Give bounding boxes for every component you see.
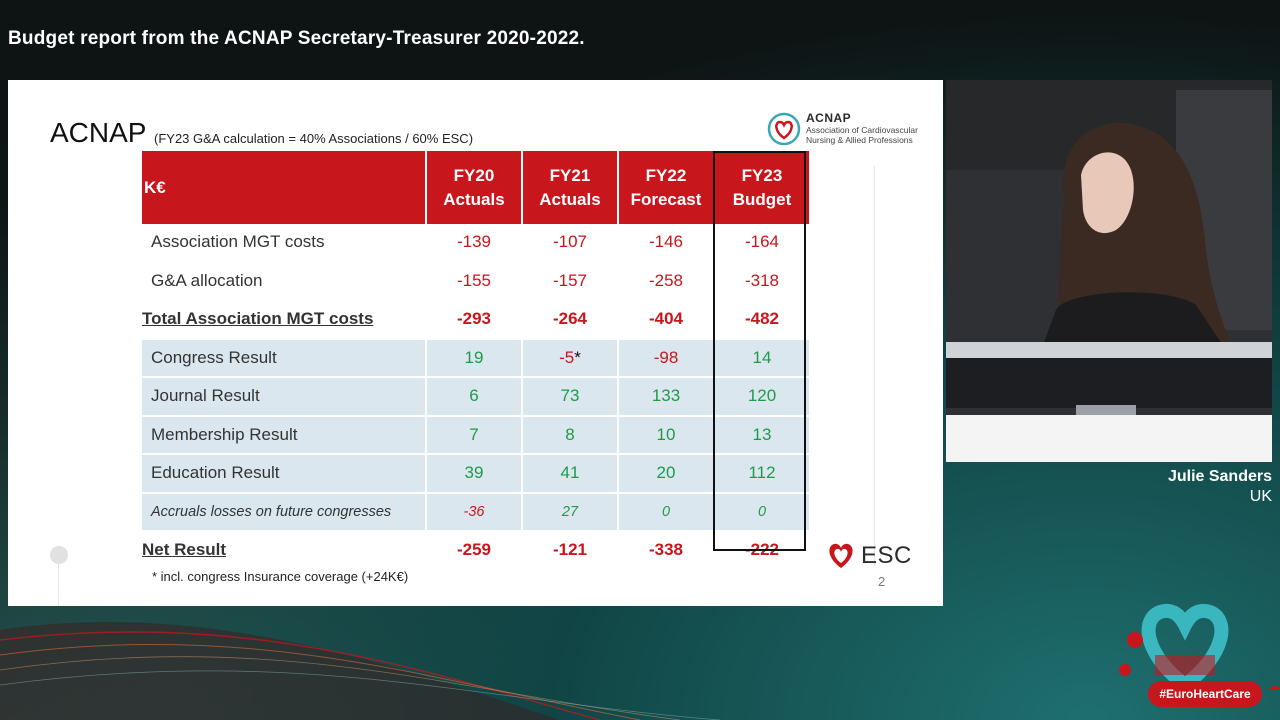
acnap-logo: ACNAP Association of Cardiovascular Nurs… xyxy=(764,110,944,150)
table-header-row: K€ FY20 Actuals FY21 Actuals FY22 Forecast … xyxy=(142,151,811,224)
speaker-video xyxy=(946,80,1272,462)
column-header-fy20: FY20 Actuals xyxy=(426,151,523,224)
acnap-logo-name: ACNAP xyxy=(806,111,852,125)
esc-logo-text: ESC xyxy=(861,542,912,569)
speaker-country: UK xyxy=(1249,488,1272,505)
acnap-heart-icon xyxy=(767,112,801,146)
column-header-fy23: FY23 Budget xyxy=(714,151,811,224)
headline: Budget report from the ACNAP Secretary-T… xyxy=(8,28,585,49)
table-row: Association MGT costs -139 -107 -146 -16… xyxy=(142,224,811,263)
column-header-fy22: FY22 Forecast xyxy=(618,151,715,224)
euroheartcare-heart-graphic xyxy=(1119,603,1280,690)
acnap-logo-tagline-1: Association of Cardiovascular xyxy=(806,125,918,135)
slide-footnote: * incl. congress Insurance coverage (+24… xyxy=(152,569,409,584)
table-row: Journal Result 6 73 133 120 xyxy=(142,377,811,417)
slide-decoration-dot xyxy=(50,546,68,564)
decorative-waves xyxy=(0,622,721,720)
slide-subtitle: (FY23 G&A calculation = 40% Associations… xyxy=(154,131,474,146)
table-row: Membership Result 7 8 10 13 xyxy=(142,415,811,455)
table-row-net-result: Net Result -259 -121 -338 -222 xyxy=(142,531,811,571)
column-header-fy21: FY21 Actuals xyxy=(522,151,619,224)
esc-logo: ESC xyxy=(825,540,915,572)
table-row: Education Result 39 41 20 112 xyxy=(142,454,811,494)
slide-title: ACNAP xyxy=(50,117,147,148)
presentation-slide: ACNAP (FY23 G&A calculation = 40% Associ… xyxy=(8,80,943,606)
budget-table: K€ FY20 Actuals FY21 Actuals FY22 Forecast … xyxy=(142,151,811,571)
table-row: G&A allocation -155 -157 -258 -318 xyxy=(142,261,811,301)
table-row: Congress Result 19 -5* -98 14 xyxy=(142,338,811,378)
slide-divider xyxy=(874,166,875,566)
speaker-name: Julie Sanders xyxy=(1167,468,1272,485)
hashtag-badge: #EuroHeartCare xyxy=(1148,681,1262,707)
column-header-unit: K€ xyxy=(142,151,427,224)
table-row-total-mgt: Total Association MGT costs -293 -264 -4… xyxy=(142,300,811,340)
footnote-mark: * xyxy=(574,347,581,367)
slide-decoration-line xyxy=(58,564,59,606)
table-row: Accruals losses on future congresses -36… xyxy=(142,492,811,532)
acnap-logo-tagline-2: Nursing & Allied Professions xyxy=(806,135,913,145)
speaker-video-frame xyxy=(946,80,1272,462)
page-number: 2 xyxy=(878,574,886,589)
esc-heart-icon xyxy=(829,543,853,568)
